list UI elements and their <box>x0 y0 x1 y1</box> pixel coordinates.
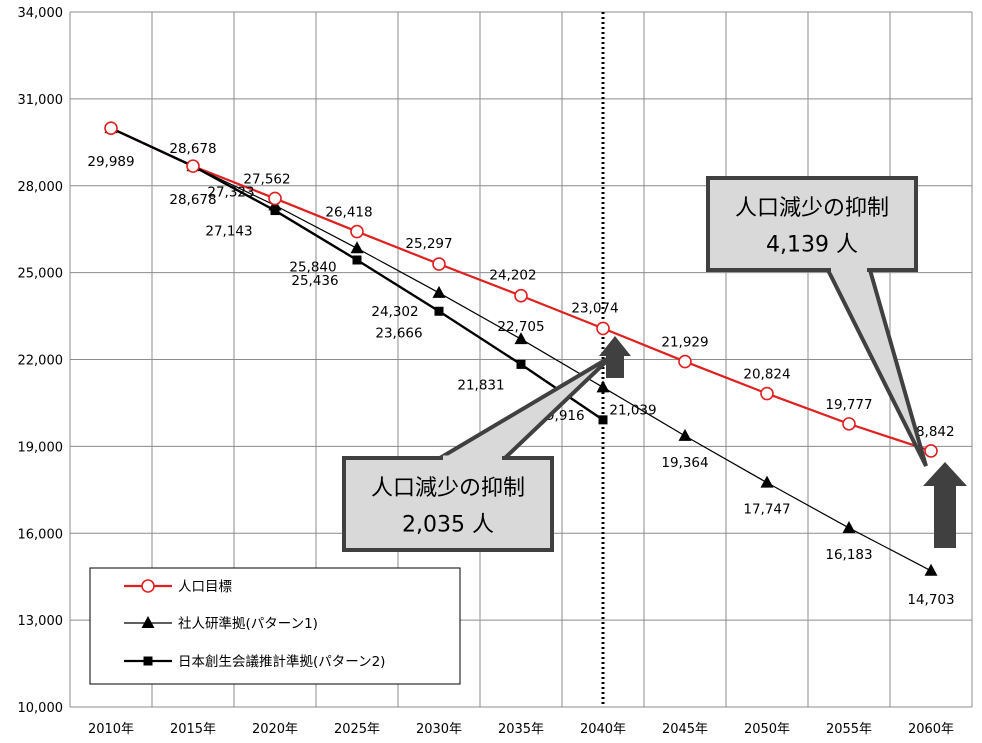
x-tick-label: 2050年 <box>744 722 790 737</box>
series-0-point <box>268 191 282 206</box>
x-tick-label: 2035年 <box>498 722 544 737</box>
x-tick-label: 2045年 <box>662 722 708 737</box>
legend-marker-1 <box>141 616 155 628</box>
legend-marker-0 <box>141 579 155 593</box>
data-label: 24,302 <box>371 304 418 320</box>
series-1-point <box>842 520 856 533</box>
series-2-point <box>352 255 362 265</box>
data-label: 25,297 <box>405 236 452 252</box>
series-0-point <box>350 224 364 239</box>
reduction-arrow-2060 <box>923 462 967 548</box>
data-label: 20,824 <box>743 367 790 383</box>
data-label: 28,678 <box>169 141 216 157</box>
callout-line2: 2,035 人 <box>402 513 494 538</box>
series-2-point <box>434 306 444 316</box>
series-1-point <box>924 563 938 576</box>
data-label: 25,436 <box>291 273 338 289</box>
y-tick-label: 10,000 <box>18 701 64 716</box>
data-label: 23,074 <box>571 300 618 316</box>
data-label: 23,666 <box>375 325 422 341</box>
legend-label-0: 人口目標 <box>178 579 232 595</box>
callout-box <box>706 176 918 272</box>
data-label: 28,678 <box>169 192 216 208</box>
series-1-point <box>596 380 610 393</box>
callout-0: 人口減少の抑制 2,035 人 <box>342 354 614 552</box>
series-1-point <box>678 428 692 441</box>
series-0-point <box>104 121 118 135</box>
series-2-point <box>516 359 526 369</box>
series-2-point <box>270 206 280 216</box>
data-label: 27,323 <box>207 184 254 200</box>
data-label: 27,562 <box>243 171 290 187</box>
x-tick-label: 2025年 <box>334 722 380 737</box>
legend-label-2: 日本創生会議推計準拠(パターン2) <box>178 653 385 670</box>
y-tick-label: 16,000 <box>18 527 64 542</box>
x-tick-label: 2060年 <box>908 722 954 737</box>
series-0-point <box>924 444 938 458</box>
data-label: 19,777 <box>825 397 872 413</box>
data-label: 24,202 <box>489 268 536 284</box>
y-tick-label: 22,000 <box>18 354 64 369</box>
series-0-point <box>842 417 856 431</box>
y-tick-label: 31,000 <box>18 93 64 108</box>
y-tick-label: 34,000 <box>18 6 64 21</box>
data-label: 26,418 <box>325 205 372 221</box>
series-0-point <box>514 288 528 303</box>
y-tick-label: 25,000 <box>18 267 64 282</box>
reduction-arrow-2040 <box>599 336 631 378</box>
callout-line1: 人口減少の抑制 <box>735 196 889 221</box>
data-label: 19,364 <box>661 455 708 471</box>
data-label: 22,705 <box>497 319 544 335</box>
data-label: 17,747 <box>743 502 790 518</box>
data-label: 21,929 <box>661 335 708 351</box>
data-label: 21,039 <box>609 402 656 418</box>
series-1-point <box>350 241 364 254</box>
series-0-point <box>186 159 200 173</box>
callout-line1: 人口減少の抑制 <box>371 476 525 501</box>
x-tick-label: 2055年 <box>826 722 872 737</box>
callout-1: 人口減少の抑制 4,139 人 <box>706 176 928 467</box>
series-0-point <box>432 257 446 271</box>
series-0-point <box>678 354 692 369</box>
series-1-point <box>432 285 446 298</box>
series-0-point <box>596 321 610 336</box>
y-tick-label: 19,000 <box>18 440 64 455</box>
series-1-point <box>514 332 528 345</box>
x-tick-label: 2015年 <box>170 722 216 737</box>
x-tick-label: 2010年 <box>88 722 134 737</box>
legend-label-1: 社人研準拠(パターン1) <box>178 616 318 632</box>
series-1-point <box>760 475 774 488</box>
y-tick-label: 28,000 <box>18 180 64 195</box>
series-2-point <box>598 415 608 425</box>
data-label: 14,703 <box>907 592 954 608</box>
x-tick-label: 2040年 <box>580 722 626 737</box>
data-label: 27,143 <box>205 224 252 240</box>
callout-line2: 4,139 人 <box>766 233 858 258</box>
x-tick-label: 2020年 <box>252 722 298 737</box>
y-tick-label: 13,000 <box>18 614 64 629</box>
data-label: 16,183 <box>825 547 872 563</box>
x-tick-label: 2030年 <box>416 722 462 737</box>
data-label: 21,831 <box>457 377 504 393</box>
data-label: 29,989 <box>87 154 134 170</box>
data-label: 25,840 <box>289 259 336 275</box>
series-0-point <box>760 386 774 401</box>
legend-marker-2 <box>143 656 153 666</box>
